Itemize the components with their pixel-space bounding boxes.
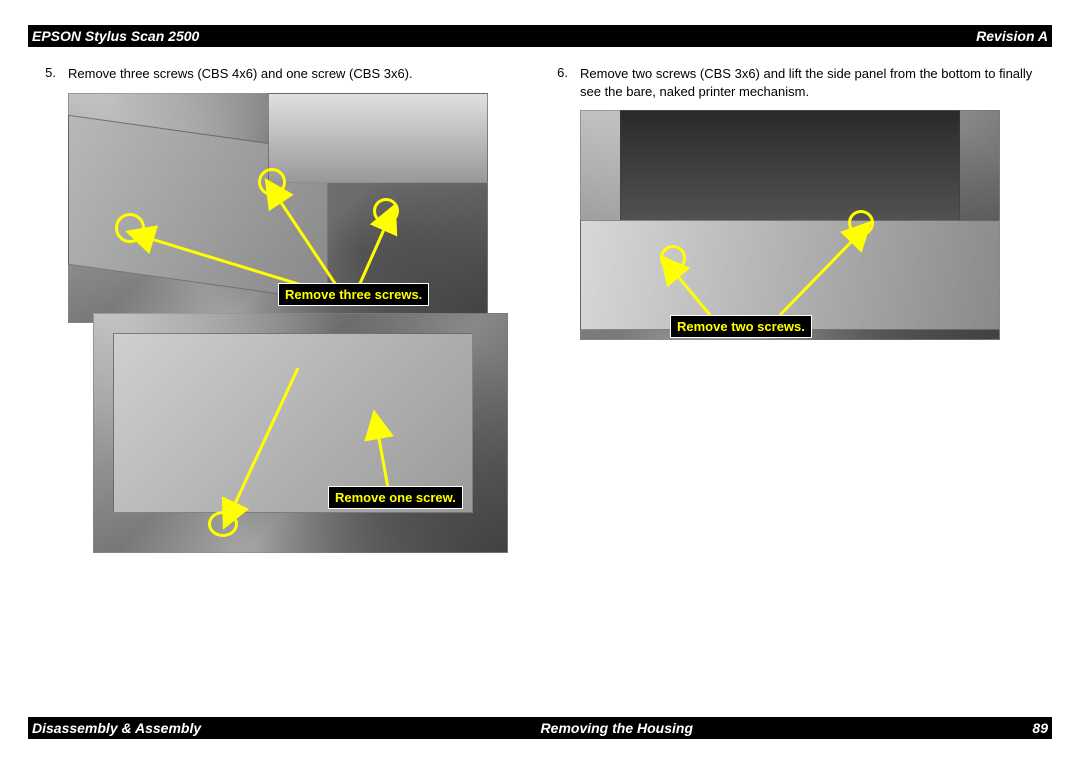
left-column: 5. Remove three screws (CBS 4x6) and one… <box>28 60 540 713</box>
step-number: 6. <box>550 65 580 100</box>
header-right: Revision A <box>976 28 1048 44</box>
step-text: Remove two screws (CBS 3x6) and lift the… <box>580 65 1042 100</box>
screw-circle <box>848 210 874 236</box>
footer-center: Removing the Housing <box>541 720 693 736</box>
figure-step5: Remove three screws. Remove one screw. <box>68 93 508 553</box>
header-bar: EPSON Stylus Scan 2500 Revision A <box>28 25 1052 47</box>
screw-circle <box>373 198 399 224</box>
screw-circle <box>660 245 686 271</box>
step-5: 5. Remove three screws (CBS 4x6) and one… <box>38 65 530 83</box>
header-left: EPSON Stylus Scan 2500 <box>32 28 199 44</box>
footer-left: Disassembly & Assembly <box>32 720 201 736</box>
screw-circle <box>258 168 286 196</box>
step-6: 6. Remove two screws (CBS 3x6) and lift … <box>550 65 1042 100</box>
photo-lower <box>93 313 508 553</box>
screw-circle <box>208 511 238 537</box>
footer-right: 89 <box>1032 720 1048 736</box>
page-content: 5. Remove three screws (CBS 4x6) and one… <box>28 60 1052 713</box>
callout-remove-three: Remove three screws. <box>278 283 429 306</box>
photo-right <box>580 110 1000 340</box>
callout-remove-one: Remove one screw. <box>328 486 463 509</box>
footer-bar: Disassembly & Assembly Removing the Hous… <box>28 717 1052 739</box>
step-number: 5. <box>38 65 68 83</box>
figure-step6: Remove two screws. <box>580 110 1020 370</box>
step-text: Remove three screws (CBS 4x6) and one sc… <box>68 65 530 83</box>
screw-circle <box>115 213 145 243</box>
callout-remove-two: Remove two screws. <box>670 315 812 338</box>
right-column: 6. Remove two screws (CBS 3x6) and lift … <box>540 60 1052 713</box>
